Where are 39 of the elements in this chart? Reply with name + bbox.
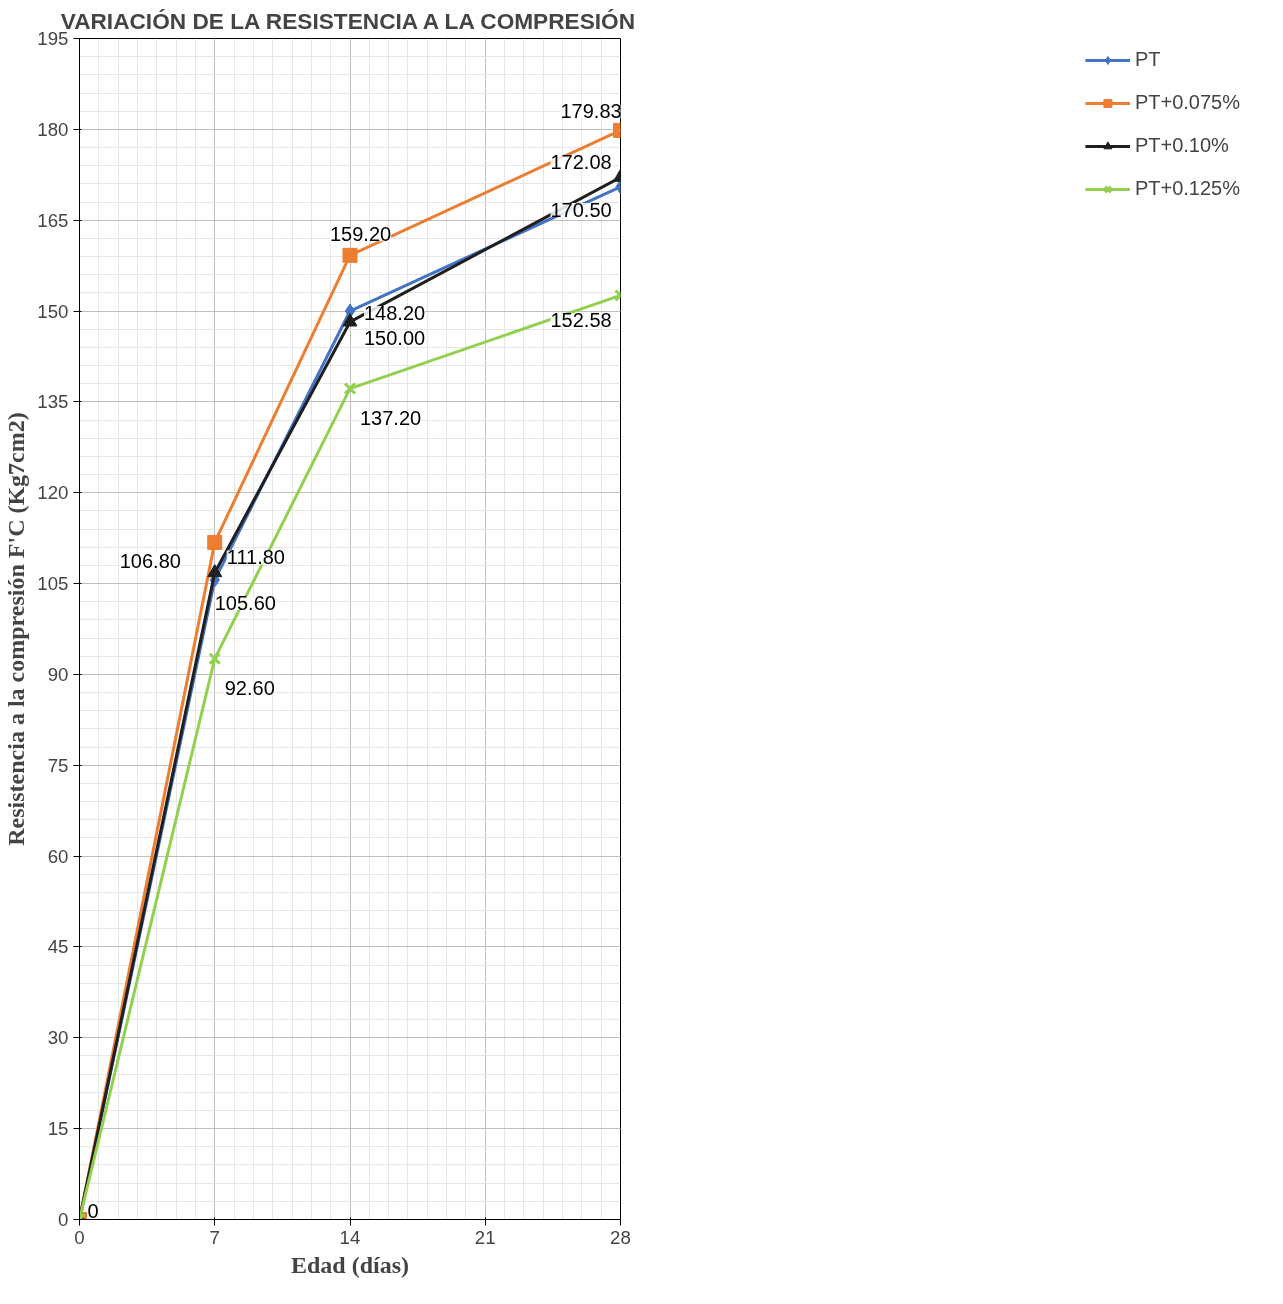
data-label: 105.60 bbox=[214, 591, 276, 614]
data-label: 159.20 bbox=[330, 223, 392, 246]
x-tick-label: 14 bbox=[339, 1226, 361, 1248]
data-label: 170.50 bbox=[550, 198, 612, 221]
data-label: 111.80 bbox=[226, 546, 285, 569]
legend-label: PT+0.075% bbox=[1134, 91, 1240, 114]
data-label: 0 bbox=[87, 1199, 99, 1222]
x-tick-label: 21 bbox=[474, 1226, 496, 1248]
x-tick-label: 28 bbox=[610, 1226, 631, 1248]
data-label: 137.20 bbox=[360, 406, 422, 429]
legend-label: PT+0.10% bbox=[1134, 134, 1229, 157]
data-label: 92.60 bbox=[224, 676, 275, 699]
y-tick-label: 90 bbox=[47, 663, 69, 685]
point bbox=[207, 564, 223, 578]
y-tick-label: 150 bbox=[37, 300, 69, 322]
y-tick-label: 30 bbox=[47, 1027, 69, 1049]
data-label: 106.80 bbox=[119, 549, 181, 572]
y-tick-label: 135 bbox=[37, 391, 69, 413]
data-label: 148.20 bbox=[364, 301, 426, 324]
y-tick-label: 60 bbox=[47, 845, 69, 867]
y-tick-label: 15 bbox=[47, 1118, 69, 1140]
y-tick-label: 120 bbox=[37, 482, 69, 504]
data-label: 152.58 bbox=[550, 309, 612, 332]
x-tick-label: 0 bbox=[74, 1226, 85, 1248]
data-label: 172.08 bbox=[550, 151, 612, 174]
y-axis-title: Resistencia a la compresión F'C (Kg7cm2) bbox=[3, 412, 30, 846]
y-tick-label: 75 bbox=[47, 754, 69, 776]
point bbox=[342, 313, 358, 327]
legend-label: PT bbox=[1134, 48, 1161, 71]
y-tick-label: 0 bbox=[58, 1209, 69, 1230]
x-tick-label: 7 bbox=[209, 1226, 220, 1248]
y-tick-label: 105 bbox=[37, 573, 69, 595]
data-label: 150.00 bbox=[364, 327, 426, 350]
legend-label: PT+0.125% bbox=[1134, 177, 1240, 200]
y-tick-label: 45 bbox=[47, 936, 69, 958]
y-tick-label: 180 bbox=[37, 118, 69, 140]
y-tick-label: 165 bbox=[37, 209, 69, 231]
y-tick-label: 195 bbox=[37, 28, 69, 49]
x-axis-title: Edad (días) bbox=[290, 1251, 410, 1278]
